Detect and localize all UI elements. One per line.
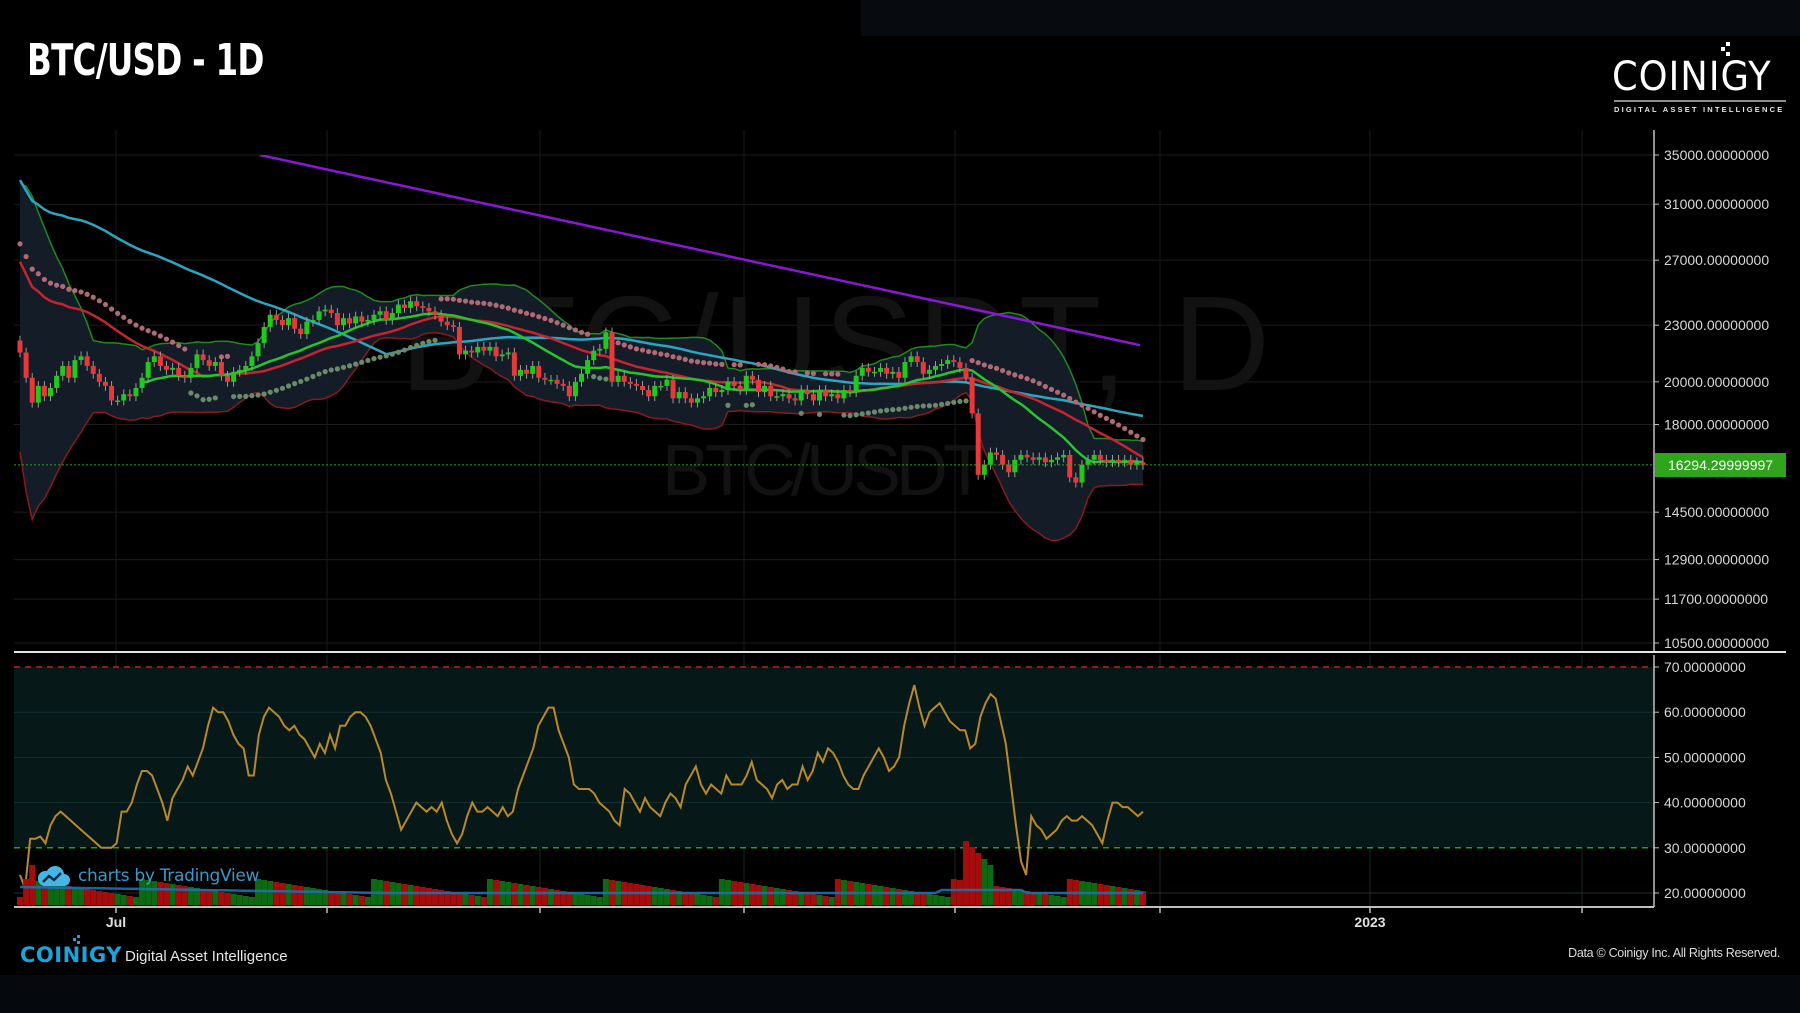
logo-wordmark: COINIGY [1612,54,1772,100]
price-axis-label: 23000.00000000 [1664,317,1769,333]
candlesticks [17,296,1146,488]
top-strip [861,0,1800,36]
price-axis-label: 20000.00000000 [1664,374,1769,390]
price-axis-label: 31000.00000000 [1664,196,1769,212]
svg-text:BTC/USDT: BTC/USDT [662,431,987,511]
logo-rule [1614,100,1786,102]
logo-nodes-icon [73,935,80,944]
time-label-jul: Jul [106,914,126,930]
price-axis-label: 14500.00000000 [1664,504,1769,520]
rsi-pane [14,666,1654,894]
rsi-axis-label: 50.00000000 [1664,749,1746,765]
price-axis-label: 11700.00000000 [1664,591,1768,607]
time-label-2023: 2023 [1354,914,1385,930]
rsi-axis-label: 30.00000000 [1664,840,1746,856]
price-axis-label: 12900.00000000 [1664,552,1769,568]
moving-averages [18,155,1144,464]
price-axis-label: 35000.00000000 [1664,147,1769,163]
volume-bars [17,841,1146,905]
parabolic-sar [17,241,1146,443]
rsi-axis-label: 70.00000000 [1664,659,1746,675]
time-axis: Jul 2023 [14,906,1654,930]
price-axis-label: 18000.00000000 [1664,417,1769,433]
tradingview-cloud-icon [37,866,70,886]
copyright-text: Data © Coinigy Inc. All Rights Reserved. [1568,946,1780,960]
footer-tagline: Digital Asset Intelligence [125,948,288,965]
logo-nodes-icon [1721,42,1730,56]
rsi-axis-label: 20.00000000 [1664,885,1746,901]
page-title: BTC/USD - 1D [27,35,264,86]
ma-purple-line [259,155,1141,347]
bottom-strip [0,975,1800,1013]
ma-green-line [141,312,1144,464]
ma-teal-line [18,179,1144,418]
price-axis-label: 27000.00000000 [1664,252,1769,268]
rsi-axis-label: 40.00000000 [1664,795,1746,811]
current-price-tag: 16294.29999997 [1655,453,1786,477]
rsi-axis: 70.00000000 60.00000000 50.00000000 40.0000… [1653,655,1746,907]
tradingview-text: charts by TradingView [78,866,260,886]
logo-tagline: DIGITAL ASSET INTELLIGENCE [1614,105,1785,114]
rsi-line [19,684,1144,889]
footer-logo-wordmark: COINIGY [20,943,122,967]
coinigy-logo: COINIGY DIGITAL ASSET INTELLIGENCE [1612,42,1788,114]
rsi-axis-label: 60.00000000 [1664,704,1746,720]
price-axis-label: 10500.00000000 [1664,635,1769,651]
tradingview-badge[interactable]: charts by TradingView [36,864,259,888]
price-axis: 35000.00000000 31000.00000000 27000.000000… [1653,130,1769,652]
